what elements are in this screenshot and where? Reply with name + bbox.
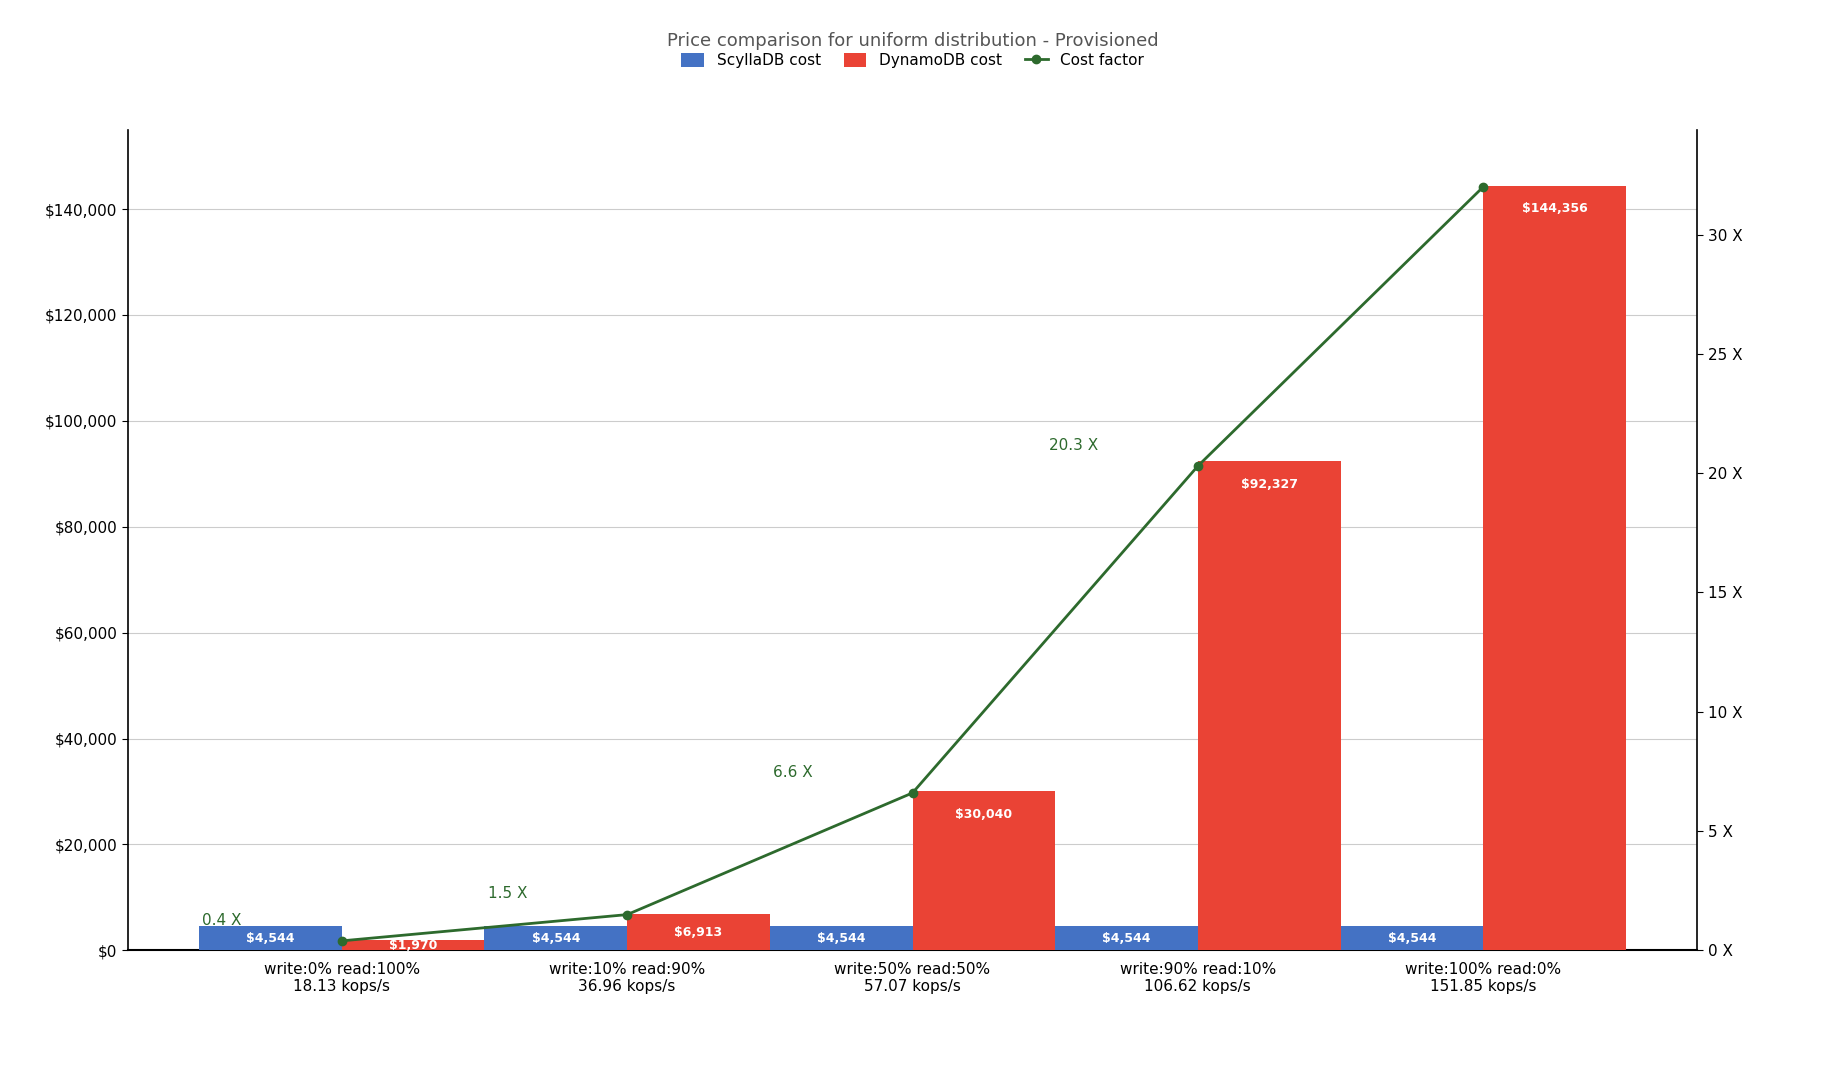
Text: $30,040: $30,040 (954, 808, 1013, 821)
Bar (484, 927, 628, 950)
Bar (1341, 927, 1484, 950)
Text: 6.6 X: 6.6 X (772, 765, 812, 780)
Text: $1,970: $1,970 (389, 939, 438, 951)
Bar (199, 927, 341, 950)
Text: $4,544: $4,544 (818, 932, 865, 945)
Text: $144,356: $144,356 (1522, 202, 1588, 215)
Text: $92,327: $92,327 (1241, 477, 1298, 491)
Text: 20.3 X: 20.3 X (1049, 437, 1099, 453)
Text: $6,913: $6,913 (675, 926, 723, 939)
Text: $4,544: $4,544 (1102, 932, 1152, 945)
Text: Price comparison for uniform distribution - Provisioned: Price comparison for uniform distributio… (666, 32, 1159, 51)
Text: $4,544: $4,544 (531, 932, 580, 945)
Bar (1055, 927, 1197, 950)
Bar (770, 927, 912, 950)
Bar (628, 914, 770, 950)
Text: $4,544: $4,544 (246, 932, 294, 945)
Legend: ScyllaDB cost, DynamoDB cost, Cost factor: ScyllaDB cost, DynamoDB cost, Cost facto… (675, 46, 1150, 75)
Bar (912, 792, 1055, 950)
Text: 0.4 X: 0.4 X (203, 913, 243, 928)
Bar (341, 940, 484, 950)
Text: 1.5 X: 1.5 X (487, 887, 527, 902)
Bar (1197, 461, 1341, 950)
Bar (1484, 186, 1626, 950)
Text: $4,544: $4,544 (1387, 932, 1436, 945)
